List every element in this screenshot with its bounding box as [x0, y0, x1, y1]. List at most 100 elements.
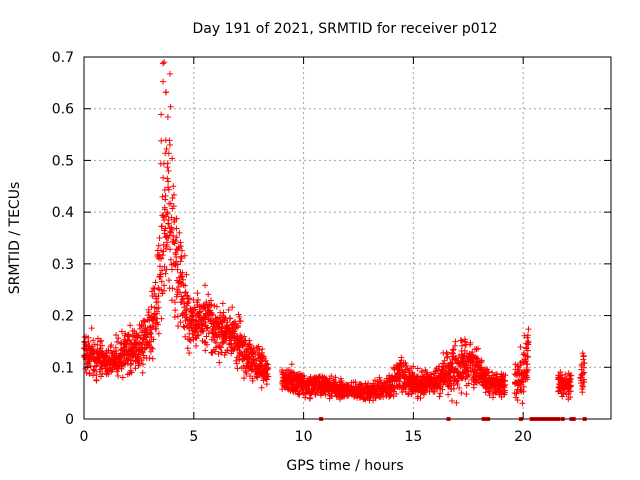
data-point-marker — [182, 282, 189, 289]
data-point-marker — [168, 214, 175, 221]
data-point-marker — [243, 370, 250, 377]
data-point-marker — [241, 333, 248, 340]
data-point-marker — [174, 313, 181, 320]
data-point-marker — [146, 355, 153, 362]
data-point-marker — [155, 304, 162, 311]
data-point-marker — [140, 349, 147, 356]
data-point-marker — [159, 193, 166, 200]
data-point-marker — [139, 361, 146, 368]
y-tick-label: 0.4 — [52, 205, 74, 221]
data-point-marker — [179, 269, 186, 276]
data-point-marker — [193, 335, 200, 342]
data-point-marker — [159, 60, 166, 67]
data-point-marker — [148, 303, 155, 310]
data-point-marker — [202, 282, 209, 289]
data-point-marker — [169, 285, 176, 292]
data-point-marker — [173, 215, 180, 222]
data-point-marker — [247, 373, 254, 380]
data-point-marker — [169, 195, 176, 202]
data-point-marker — [190, 313, 197, 320]
data-point-marker — [155, 242, 162, 249]
data-point-marker — [246, 337, 253, 344]
data-point-marker — [188, 308, 195, 315]
data-point-marker — [113, 332, 120, 339]
data-point-marker — [263, 376, 270, 383]
data-point-marker — [162, 225, 169, 232]
data-point-marker — [288, 361, 295, 368]
data-point-marker — [97, 338, 104, 345]
data-point-marker — [104, 353, 111, 360]
data-point-marker — [157, 271, 164, 278]
data-point-marker — [444, 351, 451, 358]
data-point-marker — [99, 342, 106, 349]
data-point-marker — [202, 347, 209, 354]
data-point-marker — [149, 345, 156, 352]
data-point-marker — [358, 381, 365, 388]
data-point-marker — [165, 234, 172, 241]
data-point-marker — [236, 356, 243, 363]
data-point-marker — [148, 344, 155, 351]
data-point-marker — [202, 319, 209, 326]
data-point-marker — [118, 365, 125, 372]
data-point-marker — [265, 365, 272, 372]
data-point-marker — [88, 325, 95, 332]
data-point-marker — [158, 255, 165, 262]
data-point-marker — [195, 332, 202, 339]
data-point-marker — [240, 375, 247, 382]
data-point-marker — [158, 286, 165, 293]
data-point-marker — [192, 306, 199, 313]
data-point-marker — [255, 350, 262, 357]
data-point-marker — [118, 328, 125, 335]
data-point-marker — [155, 299, 162, 306]
data-point-marker — [161, 282, 168, 289]
data-point-marker — [450, 346, 457, 353]
data-point-marker — [128, 369, 135, 376]
data-point-marker — [161, 287, 168, 294]
data-point-marker — [175, 283, 182, 290]
data-point-marker — [121, 361, 128, 368]
data-point-marker — [167, 246, 174, 253]
data-point-marker — [352, 379, 359, 386]
data-point-marker — [178, 253, 185, 260]
data-point-marker — [119, 374, 126, 381]
data-point-marker — [105, 371, 112, 378]
data-point-marker — [193, 342, 200, 349]
data-point-marker — [168, 297, 175, 304]
data-point-marker — [154, 310, 161, 317]
plot-frame — [83, 56, 612, 420]
data-point-marker — [132, 365, 139, 372]
data-point-marker — [168, 266, 175, 273]
data-point-marker — [162, 233, 169, 240]
data-point-marker — [208, 349, 215, 356]
data-point-marker — [236, 313, 243, 320]
data-point-marker — [90, 337, 97, 344]
y-tick-label: 0.2 — [52, 309, 74, 325]
data-point-marker — [156, 234, 163, 241]
data-point-marker — [139, 369, 146, 376]
data-point-marker — [86, 358, 93, 365]
data-point-marker — [463, 391, 470, 398]
data-point-marker — [231, 330, 238, 337]
data-point-marker — [171, 299, 178, 306]
data-point-marker — [166, 277, 173, 284]
data-point-marker — [180, 323, 187, 330]
data-point-marker — [162, 270, 169, 277]
data-point-marker — [262, 357, 269, 364]
data-point-marker — [171, 191, 178, 198]
data-point-marker — [90, 367, 97, 374]
data-point-marker — [452, 338, 459, 345]
x-tick-label: 15 — [404, 429, 422, 445]
data-point-marker — [108, 342, 115, 349]
data-point-marker — [173, 225, 180, 232]
data-point-marker — [172, 307, 179, 314]
data-point-marker — [164, 114, 171, 121]
data-point-marker — [150, 285, 157, 292]
data-point-marker — [209, 311, 216, 318]
data-point-marker — [145, 309, 152, 316]
data-point-marker — [137, 325, 144, 332]
data-point-marker — [182, 307, 189, 314]
data-point-marker — [192, 328, 199, 335]
data-point-marker — [164, 239, 171, 246]
data-point-marker — [177, 279, 184, 286]
data-point-marker — [138, 322, 145, 329]
